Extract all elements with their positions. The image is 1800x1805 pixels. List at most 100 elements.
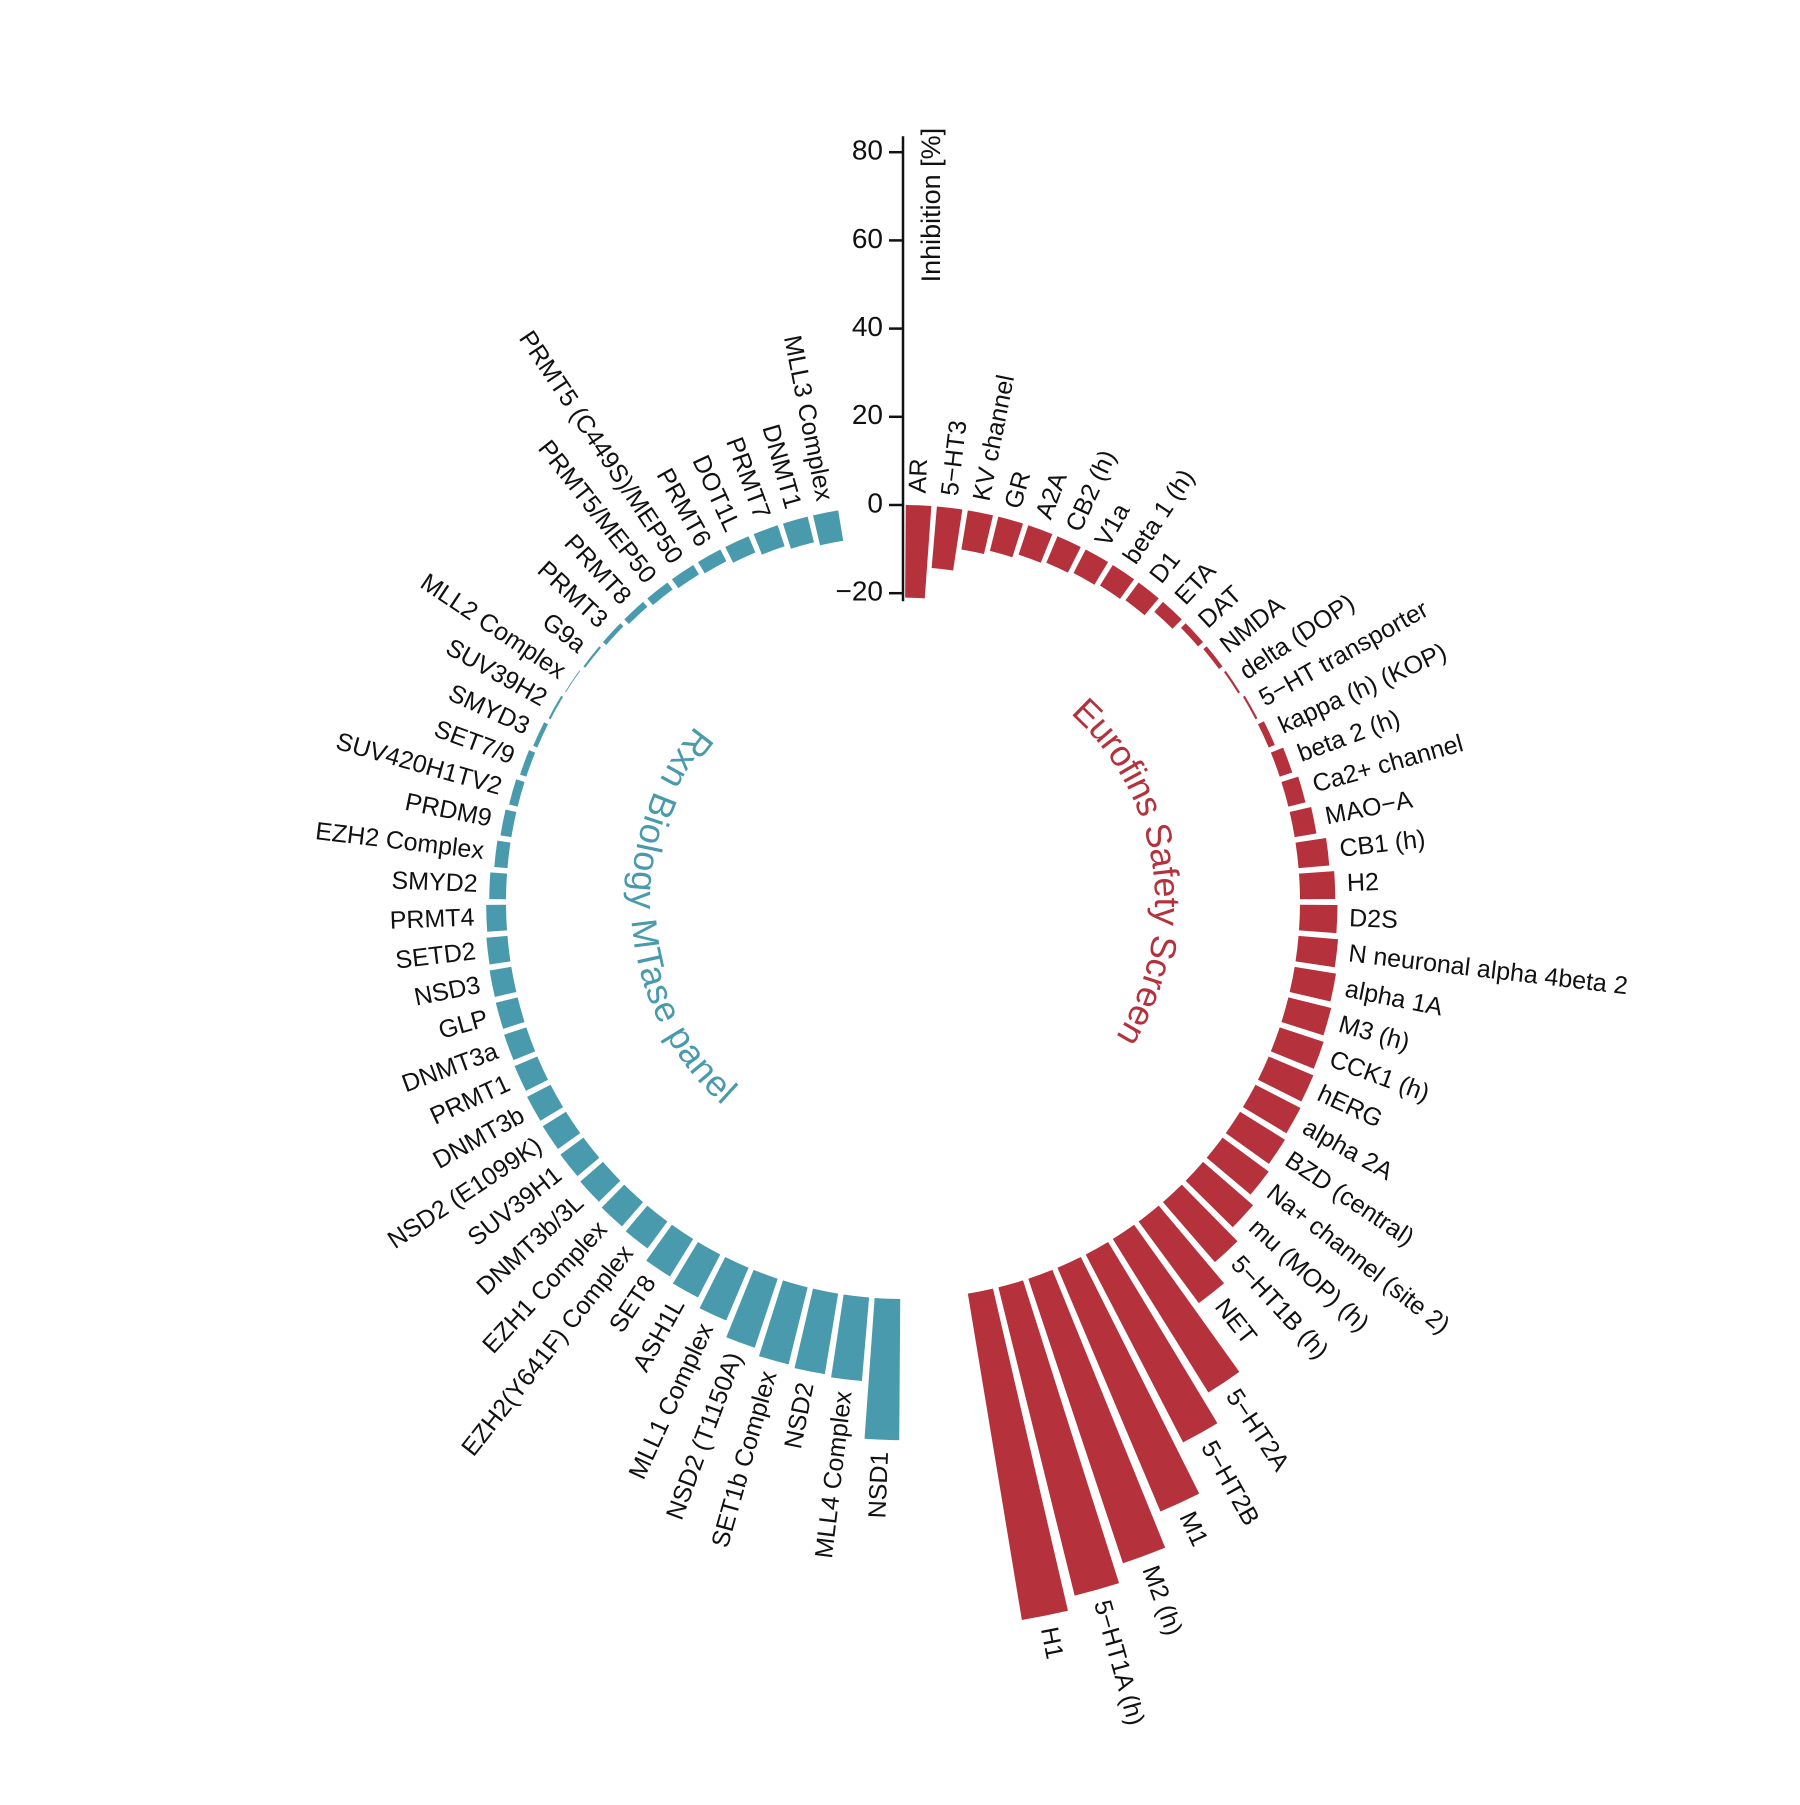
category-label: MLL4 Complex xyxy=(810,1389,858,1560)
bar xyxy=(1203,646,1223,670)
y-axis-title: Inhibition [%] xyxy=(916,128,946,283)
bar xyxy=(758,1280,808,1365)
y-tick-label: 80 xyxy=(852,135,883,166)
bar xyxy=(1073,549,1109,585)
y-tick-label: 0 xyxy=(867,487,883,518)
bar xyxy=(647,582,673,606)
bar xyxy=(672,1241,721,1298)
bar xyxy=(624,601,648,625)
bar xyxy=(961,510,993,554)
bar xyxy=(580,1161,621,1202)
bar xyxy=(699,1256,749,1321)
bar xyxy=(1298,871,1336,900)
bar xyxy=(1085,1241,1218,1443)
category-label: AR xyxy=(904,458,933,494)
category-label: NSD2 xyxy=(779,1380,819,1451)
bar xyxy=(1242,1084,1301,1134)
bar xyxy=(931,506,963,571)
bar xyxy=(782,516,814,549)
bar xyxy=(813,510,844,546)
bar xyxy=(1138,1205,1225,1304)
bar xyxy=(1257,1056,1314,1102)
bar xyxy=(1154,601,1182,629)
bar xyxy=(697,549,727,574)
bar xyxy=(831,1294,870,1382)
category-label: SETD2 xyxy=(394,937,477,974)
category-label: M1 xyxy=(1174,1507,1214,1550)
y-tick-label: 40 xyxy=(852,311,883,342)
category-label: CB1 (h) xyxy=(1338,825,1427,863)
bar xyxy=(1289,966,1337,1002)
bar xyxy=(1257,721,1275,748)
bar xyxy=(794,1288,839,1375)
bar xyxy=(967,1288,1068,1620)
bar xyxy=(726,1269,778,1348)
category-label: 5−HT3 xyxy=(936,419,973,498)
category-label: 5−HT1A (h) xyxy=(1088,1597,1150,1728)
bar xyxy=(486,904,508,932)
bar xyxy=(905,505,932,599)
bar xyxy=(602,623,624,645)
bar xyxy=(1018,525,1053,563)
category-label: NSD3 xyxy=(412,971,483,1011)
bar xyxy=(527,1084,564,1121)
bar xyxy=(1295,935,1339,968)
bar xyxy=(1206,1137,1269,1195)
bar xyxy=(1046,536,1081,573)
bar xyxy=(753,525,785,555)
bar xyxy=(1242,695,1258,720)
bar xyxy=(1180,623,1204,647)
bar xyxy=(601,1184,644,1227)
bar xyxy=(489,872,508,900)
bar xyxy=(1289,807,1317,838)
bar xyxy=(1099,564,1135,599)
y-tick-label: 20 xyxy=(852,399,883,430)
bar xyxy=(725,536,756,563)
category-label: H2 xyxy=(1346,868,1379,897)
bar xyxy=(1281,997,1332,1036)
bar xyxy=(560,1137,600,1177)
bar xyxy=(565,670,581,693)
category-label: NSD1 xyxy=(863,1451,894,1519)
bar xyxy=(1112,1224,1240,1393)
y-tick-label: −20 xyxy=(836,576,884,607)
bar xyxy=(495,997,525,1029)
y-tick-label: 60 xyxy=(852,223,883,254)
category-label: SMYD2 xyxy=(391,867,478,898)
bar xyxy=(625,1205,668,1249)
bar xyxy=(989,516,1024,558)
bar xyxy=(583,646,602,668)
bar xyxy=(864,1297,901,1441)
bar xyxy=(998,1280,1120,1596)
bar xyxy=(542,1111,581,1150)
bar xyxy=(489,966,517,997)
bar xyxy=(486,935,511,965)
category-label: PRMT4 xyxy=(389,903,475,934)
bar xyxy=(520,750,536,777)
bar xyxy=(533,722,549,748)
bar xyxy=(1057,1256,1200,1512)
bar xyxy=(1162,1184,1238,1263)
bar xyxy=(1298,904,1338,934)
group-label-path: Eurofins Safety Screen xyxy=(1065,689,1188,1054)
bar xyxy=(1270,1027,1324,1069)
category-label: M2 (h) xyxy=(1137,1562,1188,1639)
bar xyxy=(514,1056,549,1091)
bar xyxy=(1028,1269,1166,1564)
category-label: GLP xyxy=(435,1004,491,1045)
bar xyxy=(500,809,517,838)
category-label: D2S xyxy=(1349,904,1399,934)
bar xyxy=(1185,1161,1254,1228)
bar xyxy=(1270,747,1293,777)
bar xyxy=(548,695,564,720)
bar xyxy=(1225,1111,1285,1164)
bar xyxy=(1224,670,1241,694)
category-label: GR xyxy=(999,468,1036,512)
bar xyxy=(504,1027,536,1061)
bar xyxy=(1281,776,1306,807)
bar xyxy=(646,1224,694,1277)
bar xyxy=(1125,582,1159,616)
bar xyxy=(494,840,511,869)
group-label: Rxn Biology MTase panel xyxy=(623,721,745,1111)
